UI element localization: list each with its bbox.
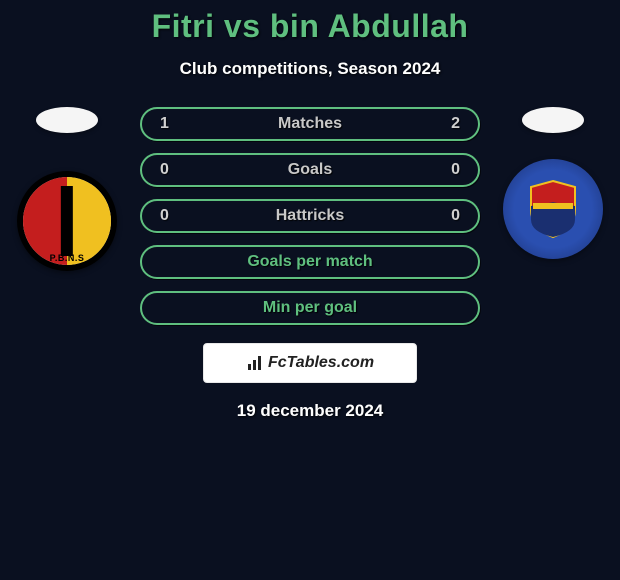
stat-label: Goals bbox=[288, 161, 332, 179]
page-title: Fitri vs bin Abdullah bbox=[0, 8, 620, 45]
right-player-column bbox=[498, 107, 608, 259]
main-row: P.B.N.S 1 Matches 2 0 Goals 0 0 Hattrick… bbox=[0, 107, 620, 325]
brand-link[interactable]: FcTables.com bbox=[203, 343, 417, 383]
chart-icon bbox=[246, 354, 264, 372]
right-club-badge bbox=[503, 159, 603, 259]
stat-row-matches: 1 Matches 2 bbox=[140, 107, 480, 141]
comparison-card: Fitri vs bin Abdullah Club competitions,… bbox=[0, 0, 620, 421]
left-club-badge: P.B.N.S bbox=[17, 171, 117, 271]
date-text: 19 december 2024 bbox=[0, 401, 620, 421]
shield-icon bbox=[527, 179, 579, 239]
right-player-flag bbox=[522, 107, 584, 133]
left-player-column: P.B.N.S bbox=[12, 107, 122, 271]
page-subtitle: Club competitions, Season 2024 bbox=[0, 59, 620, 79]
stat-left-value: 0 bbox=[160, 161, 169, 179]
stat-left-value: 1 bbox=[160, 115, 169, 133]
stat-label: Matches bbox=[278, 115, 342, 133]
stat-label: Min per goal bbox=[263, 299, 357, 317]
stat-row-goals: 0 Goals 0 bbox=[140, 153, 480, 187]
stat-row-hattricks: 0 Hattricks 0 bbox=[140, 199, 480, 233]
left-player-flag bbox=[36, 107, 98, 133]
brand-text: FcTables.com bbox=[268, 354, 374, 372]
stat-left-value: 0 bbox=[160, 207, 169, 225]
left-badge-text: P.B.N.S bbox=[17, 253, 117, 263]
stats-column: 1 Matches 2 0 Goals 0 0 Hattricks 0 Goal… bbox=[140, 107, 480, 325]
stat-right-value: 0 bbox=[451, 161, 460, 179]
stat-right-value: 0 bbox=[451, 207, 460, 225]
stat-row-goals-per-match: Goals per match bbox=[140, 245, 480, 279]
stat-label: Goals per match bbox=[247, 253, 372, 271]
stat-row-min-per-goal: Min per goal bbox=[140, 291, 480, 325]
stat-label: Hattricks bbox=[276, 207, 344, 225]
stat-right-value: 2 bbox=[451, 115, 460, 133]
